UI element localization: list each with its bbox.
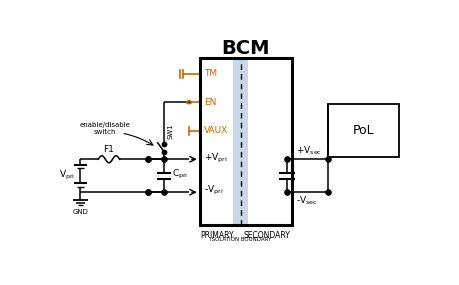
Text: +V$_{\mathrm{sec}}$: +V$_{\mathrm{sec}}$ bbox=[296, 144, 322, 157]
Bar bbox=[328, 104, 399, 157]
Text: EN: EN bbox=[204, 98, 216, 107]
Text: BCM: BCM bbox=[222, 38, 270, 58]
Text: GND: GND bbox=[73, 209, 89, 215]
Point bbox=[283, 157, 291, 162]
Point bbox=[324, 157, 331, 162]
Text: TM: TM bbox=[204, 69, 217, 78]
Text: +V$_{\mathrm{pri}}$: +V$_{\mathrm{pri}}$ bbox=[204, 151, 228, 164]
Text: enable/disable
switch: enable/disable switch bbox=[80, 122, 131, 135]
Point bbox=[145, 157, 152, 162]
Text: -V$_{\mathrm{pri}}$: -V$_{\mathrm{pri}}$ bbox=[204, 184, 223, 198]
Text: SECONDARY: SECONDARY bbox=[244, 231, 291, 240]
Text: -V$_{\mathrm{sec}}$: -V$_{\mathrm{sec}}$ bbox=[296, 195, 318, 207]
Point bbox=[145, 190, 152, 194]
Point bbox=[145, 157, 152, 162]
Point bbox=[161, 190, 168, 194]
Text: PoL: PoL bbox=[353, 124, 374, 137]
Text: V$_{\mathrm{pri}}$: V$_{\mathrm{pri}}$ bbox=[59, 169, 75, 182]
Text: PRIMARY: PRIMARY bbox=[201, 231, 234, 240]
Text: C$_{\mathrm{pri}}$: C$_{\mathrm{pri}}$ bbox=[172, 168, 188, 181]
Point bbox=[161, 157, 168, 162]
Text: VAUX: VAUX bbox=[204, 126, 228, 135]
Text: ISOLATION BOUNDARY: ISOLATION BOUNDARY bbox=[210, 237, 271, 242]
Text: F1: F1 bbox=[104, 145, 114, 154]
Point bbox=[161, 142, 168, 146]
Point bbox=[145, 190, 152, 194]
Point bbox=[161, 149, 168, 154]
Bar bbox=[200, 58, 292, 225]
Text: SW1: SW1 bbox=[168, 123, 174, 139]
Point bbox=[324, 190, 331, 194]
Bar bbox=[233, 58, 248, 225]
Point bbox=[283, 190, 291, 194]
